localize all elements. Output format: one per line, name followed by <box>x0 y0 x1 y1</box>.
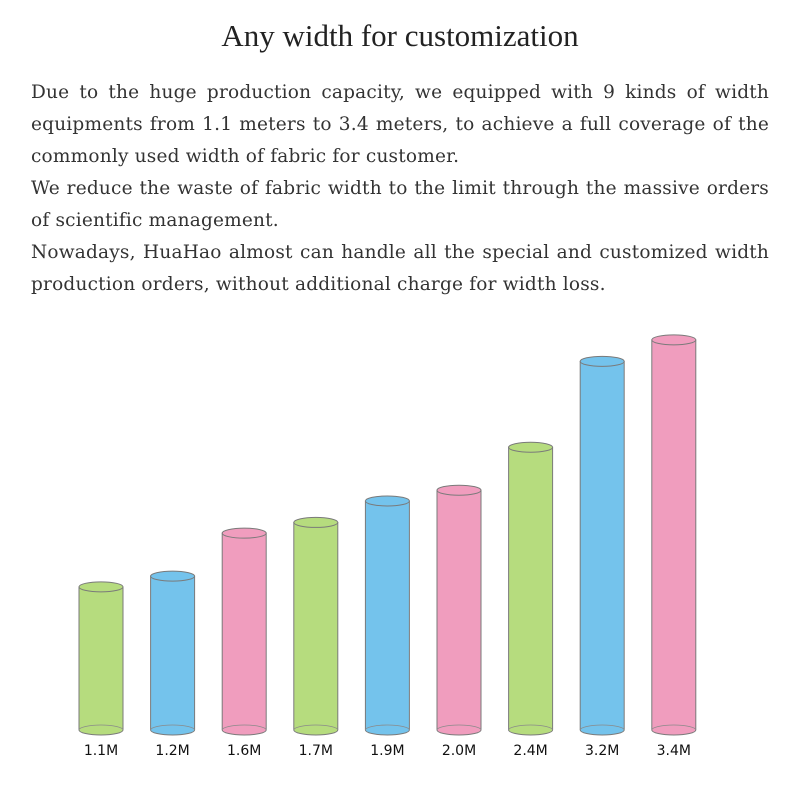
paragraph: Due to the huge production capacity, we … <box>31 82 769 167</box>
cylinder-top <box>436 484 482 496</box>
bar-label: 2.0M <box>442 743 476 759</box>
cylinder-base-rim <box>579 724 625 731</box>
bar-label: 1.1M <box>84 743 118 759</box>
bar-label: 1.7M <box>299 743 333 759</box>
cylinder-top <box>78 581 124 593</box>
cylinder-body <box>651 339 697 736</box>
cylinder-base-rim <box>508 724 553 731</box>
cylinder-body <box>293 521 339 736</box>
cylinder-body <box>78 586 124 736</box>
cylinder-body <box>221 532 267 736</box>
cylinder-top <box>651 334 697 346</box>
cylinder-top <box>293 516 339 528</box>
bar-label: 1.6M <box>227 743 261 759</box>
cylinder-body <box>436 489 482 736</box>
cylinder-body <box>579 360 625 736</box>
bar-label: 1.9M <box>370 743 404 759</box>
cylinder <box>651 334 697 736</box>
cylinder <box>436 484 482 736</box>
bar-label: 3.2M <box>585 743 619 759</box>
paragraph: Nowadays, HuaHao almost can handle all t… <box>31 242 769 295</box>
bar-label: 2.4M <box>513 743 547 759</box>
cylinder <box>364 495 410 736</box>
cylinder-base-rim <box>221 724 267 731</box>
bar-label: 1.2M <box>155 743 189 759</box>
bar-label: 3.4M <box>657 743 691 759</box>
cylinder-top <box>150 570 196 582</box>
cylinder-base-rim <box>293 724 339 731</box>
paragraph: We reduce the waste of fabric width to t… <box>31 178 769 231</box>
cylinder <box>293 516 339 736</box>
cylinder <box>221 527 267 736</box>
cylinder-body <box>150 575 196 736</box>
cylinder-base-rim <box>150 724 195 731</box>
cylinder <box>150 570 196 736</box>
cylinder <box>508 441 554 736</box>
cylinder-body <box>364 500 410 736</box>
cylinder-top <box>508 441 554 453</box>
cylinder-top <box>221 527 267 539</box>
title: Any width for customization <box>221 18 579 53</box>
cylinder <box>78 581 124 736</box>
cylinder-body <box>508 446 554 736</box>
cylinder-base-rim <box>365 724 410 731</box>
cylinder-base-rim <box>436 724 482 731</box>
cylinder-top <box>579 355 625 367</box>
cylinder <box>579 355 625 736</box>
cylinder-base-rim <box>78 724 124 731</box>
cylinder-base-rim <box>651 724 697 731</box>
cylinder-top <box>364 495 410 507</box>
